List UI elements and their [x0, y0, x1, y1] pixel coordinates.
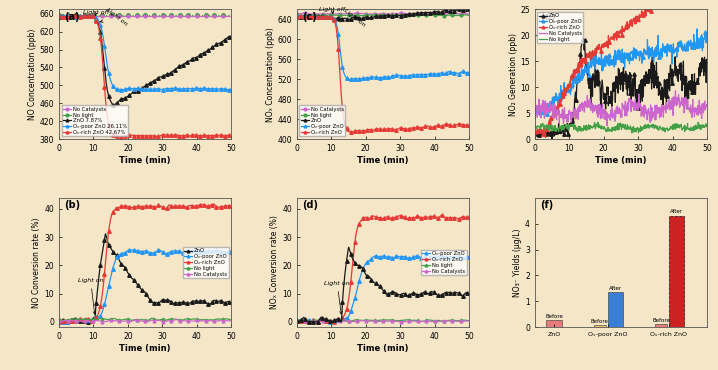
X-axis label: Time (min): Time (min)	[595, 156, 647, 165]
Legend: ZnO, Oᵥ-poor ZnO, Oᵥ-rich ZnO, No light, No Catalysts: ZnO, Oᵥ-poor ZnO, Oᵥ-rich ZnO, No light,…	[183, 247, 228, 278]
Text: Before: Before	[591, 319, 609, 324]
Bar	[607, 292, 623, 327]
Bar	[546, 320, 561, 327]
Text: (f): (f)	[540, 200, 553, 210]
Bar	[595, 325, 606, 327]
Text: Light off: Light off	[83, 10, 109, 15]
Text: Light on: Light on	[78, 278, 103, 314]
X-axis label: Time (min): Time (min)	[358, 344, 409, 353]
Text: Light on: Light on	[338, 8, 367, 28]
Y-axis label: NO Concentration (ppb): NO Concentration (ppb)	[27, 28, 37, 120]
X-axis label: Time (min): Time (min)	[119, 344, 171, 353]
Y-axis label: NOₓ Concentration (ppb): NOₓ Concentration (ppb)	[266, 27, 274, 122]
Text: (b): (b)	[64, 200, 80, 210]
Bar	[669, 216, 684, 327]
Text: Light on: Light on	[325, 281, 350, 314]
Text: Light on: Light on	[100, 7, 129, 27]
Text: Light off: Light off	[320, 7, 345, 13]
Text: Before: Before	[653, 318, 670, 323]
Text: (c): (c)	[302, 12, 317, 22]
Text: After: After	[670, 209, 683, 215]
X-axis label: Time (min): Time (min)	[119, 156, 171, 165]
Text: (e): (e)	[540, 12, 556, 22]
Legend: Oᵥ-poor ZnO, Oᵥ-rich ZnO, No light, No Catalysts: Oᵥ-poor ZnO, Oᵥ-rich ZnO, No light, No C…	[421, 250, 467, 275]
Bar	[656, 324, 667, 327]
Text: (a): (a)	[64, 12, 80, 22]
X-axis label: Time (min): Time (min)	[358, 156, 409, 165]
Y-axis label: NO₃⁻ Yields (μg/L): NO₃⁻ Yields (μg/L)	[513, 228, 522, 297]
Legend: No Catalysts, No light, ZnO 7.87%, Oᵥ-poor ZnO 26.11%, Oᵥ-rich ZnO 42.67%: No Catalysts, No light, ZnO 7.87%, Oᵥ-po…	[62, 105, 129, 137]
Y-axis label: NO₂ Generation (ppb): NO₂ Generation (ppb)	[508, 33, 518, 116]
Text: After: After	[609, 286, 622, 291]
Legend: ZnO, Oᵥ-poor ZnO, Oᵥ-rich ZnO, No Catalysts, No light: ZnO, Oᵥ-poor ZnO, Oᵥ-rich ZnO, No Cataly…	[538, 12, 583, 43]
Bar	[669, 216, 684, 327]
Y-axis label: NOₓ Conversion rate (%): NOₓ Conversion rate (%)	[271, 216, 279, 309]
Legend: No Catalysts, No light, ZnO, Oᵥ-poor ZnO, Oᵥ-rich ZnO: No Catalysts, No light, ZnO, Oᵥ-poor ZnO…	[299, 105, 345, 137]
Text: Before: Before	[545, 314, 563, 319]
Text: (d): (d)	[302, 200, 318, 210]
Y-axis label: NO Conversion rate (%): NO Conversion rate (%)	[32, 217, 42, 308]
